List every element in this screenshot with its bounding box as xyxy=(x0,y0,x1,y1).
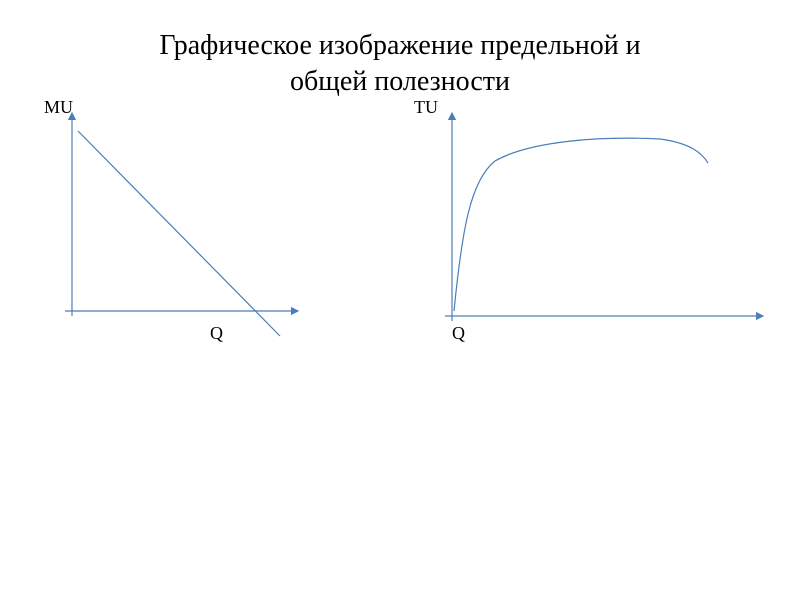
title-line-2: общей полезности xyxy=(290,66,510,97)
mu-curve xyxy=(78,131,280,336)
tu-curve xyxy=(454,138,708,311)
title-line-1: Графическое изображение предельной и xyxy=(159,30,640,61)
tu-chart xyxy=(440,111,780,341)
slide-title: Графическое изображение предельной и общ… xyxy=(0,0,800,101)
mu-chart xyxy=(60,111,340,341)
tu-y-label: TU xyxy=(414,97,438,118)
charts-container: MU Q TU Q xyxy=(0,111,800,511)
